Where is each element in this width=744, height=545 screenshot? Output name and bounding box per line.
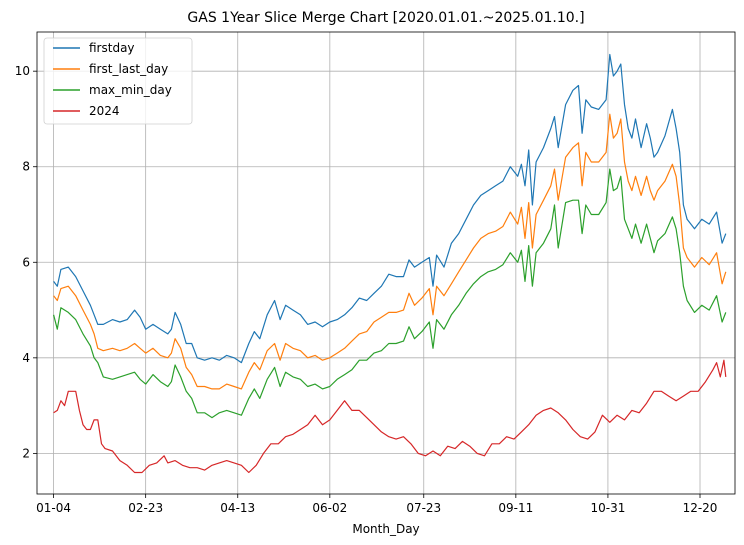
legend-items: firstday first_last_day max_min_day 2024 xyxy=(53,41,172,118)
x-tick-label: 02-23 xyxy=(128,501,163,515)
series-line-firstday xyxy=(53,53,727,364)
x-axis-ticks: 01-04 02-23 04-13 06-02 07-23 09-11 10-31 12-20 xyxy=(36,494,717,515)
legend-box xyxy=(43,37,193,125)
plot-frame xyxy=(36,31,736,495)
x-tick-label: 07-23 xyxy=(406,501,441,515)
legend-label: first_last_day xyxy=(89,62,168,76)
x-tick-label: 01-04 xyxy=(36,501,71,515)
y-axis-ticks: 2 4 6 8 10 xyxy=(15,64,37,460)
x-tick-label: 12-20 xyxy=(683,501,718,515)
grid xyxy=(37,32,735,494)
y-tick-label: 4 xyxy=(22,351,30,365)
legend-label: 2024 xyxy=(89,104,120,118)
legend-label: firstday xyxy=(89,41,135,55)
y-tick-label: 6 xyxy=(22,255,30,269)
series-line-first-last-day xyxy=(53,113,727,390)
x-tick-label: 06-02 xyxy=(312,501,347,515)
y-tick-label: 2 xyxy=(22,446,30,460)
x-tick-label: 10-31 xyxy=(590,501,625,515)
series-line-2024 xyxy=(53,359,727,474)
series-lines xyxy=(53,53,727,474)
legend-label: max_min_day xyxy=(89,83,172,97)
x-axis-label: Month_Day xyxy=(352,522,419,536)
x-tick-label: 04-13 xyxy=(220,501,255,515)
y-tick-label: 8 xyxy=(22,160,30,174)
y-tick-label: 10 xyxy=(15,64,30,78)
legend: firstday first_last_day max_min_day 2024 xyxy=(43,37,193,125)
chart-title: GAS 1Year Slice Merge Chart [2020.01.01.… xyxy=(187,10,584,26)
x-tick-label: 09-11 xyxy=(498,501,533,515)
series-line-max-min-day xyxy=(53,168,727,419)
